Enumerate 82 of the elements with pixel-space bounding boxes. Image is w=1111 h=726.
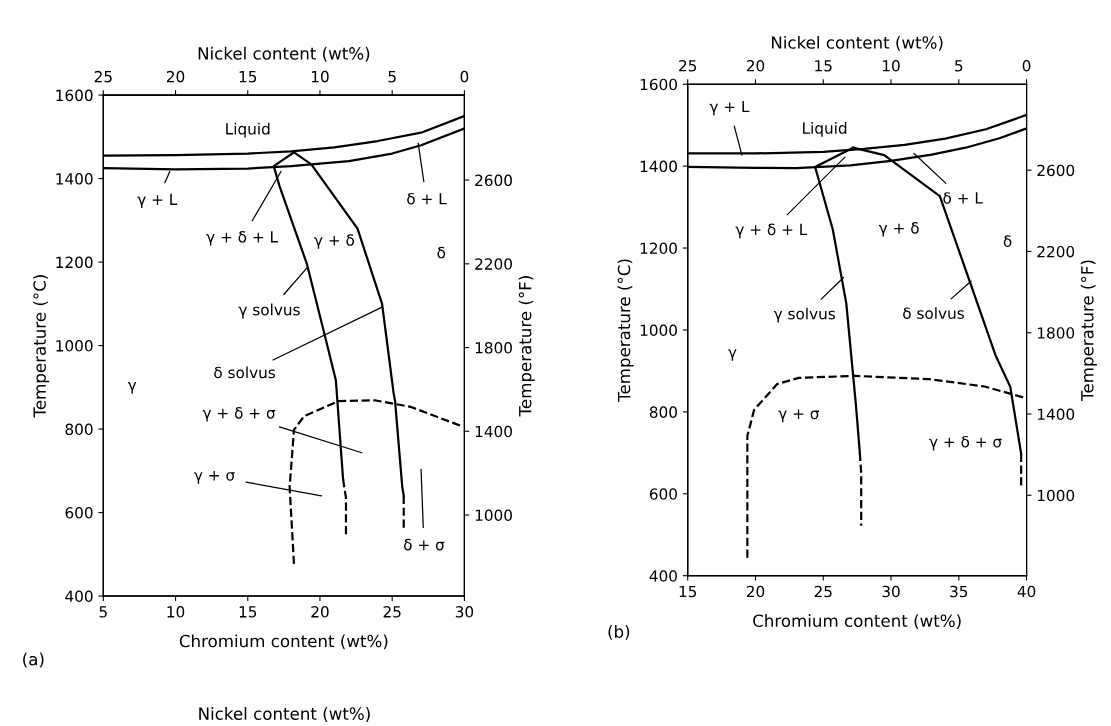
y2-tick-label: 1800: [475, 342, 512, 354]
annotation: γ + L: [137, 193, 178, 209]
y-tick-label: 600: [649, 488, 677, 500]
y2-tick-label: 2600: [475, 174, 512, 187]
annotation: γ + δ + L: [735, 223, 808, 239]
y-axis-title: Temperature (°C): [617, 259, 634, 402]
y-tick-label: 400: [649, 570, 677, 582]
annotation: γ + δ + σ: [929, 435, 1002, 451]
y2-tick-label: 1000: [1037, 489, 1075, 502]
y2-tick-label: 2200: [1037, 245, 1075, 258]
x-tick-label: 15: [239, 606, 257, 618]
x-tick-label: 20: [746, 585, 765, 598]
y-tick-label: 1600: [640, 78, 677, 91]
y-axis-title: Temperature (°C): [33, 275, 50, 418]
x2-tick-label: 0: [1022, 59, 1031, 72]
text: (b): [608, 625, 630, 640]
x-tick-label: 35: [950, 585, 968, 598]
x2-tick-label: 25: [94, 70, 112, 83]
annotation: γ solvus: [773, 307, 836, 323]
annotation: δ solvus: [903, 307, 964, 319]
annotation: Liquid: [226, 122, 270, 138]
x2-axis-title: Nickel content (wt%): [771, 35, 943, 51]
y-tick-label: 1400: [56, 173, 93, 185]
y-tick-label: 1000: [56, 340, 93, 352]
annotation: γ + δ: [878, 222, 919, 237]
x2-axis-title: Nickel content (wt%): [198, 46, 370, 62]
y-tick-label: 400: [65, 590, 93, 603]
x2-tick-label: 20: [166, 70, 185, 83]
annotation: γ + δ + σ: [202, 407, 276, 422]
x2-tick-label: 10: [882, 59, 900, 72]
annotation: γ + σ: [194, 470, 235, 484]
x-tick-label: 30: [455, 606, 474, 618]
x2-tick-label: 25: [679, 59, 697, 72]
annotation: δ: [437, 246, 446, 259]
y2-axis-title: Temperature (°F): [1080, 260, 1097, 401]
y2-tick-label: 2600: [1037, 164, 1075, 177]
text: (a): [23, 652, 44, 668]
x-tick-label: 25: [814, 585, 832, 598]
annotation: γ solvus: [238, 303, 300, 319]
y2-tick-label: 1400: [475, 425, 512, 438]
y-tick-label: 1200: [56, 256, 93, 269]
x-tick-label: 25: [383, 606, 401, 618]
annotation: δ solvus: [214, 366, 276, 379]
annotation: γ: [127, 382, 137, 394]
x2-tick-label: 0: [460, 70, 469, 83]
text: Nickel content (wt%): [199, 707, 370, 722]
x-tick-label: 15: [679, 585, 697, 598]
annotation: δ + σ: [404, 538, 445, 551]
x-tick-label: 5: [99, 606, 107, 618]
annotation: γ + σ: [778, 409, 820, 423]
annotation: γ + δ + L: [206, 231, 278, 246]
x-tick-label: 10: [167, 606, 185, 618]
y2-tick-label: 1000: [475, 509, 512, 522]
annotation: γ + L: [709, 100, 750, 116]
x2-tick-label: 5: [388, 71, 396, 83]
y2-axis-title: Temperature (°F): [518, 276, 535, 417]
annotation: δ + L: [943, 192, 983, 204]
annotation: δ: [1003, 235, 1012, 247]
annotation: Liquid: [803, 122, 847, 137]
y-tick-label: 1000: [640, 324, 677, 336]
x2-tick-label: 15: [239, 71, 257, 83]
x2-tick-label: 15: [815, 60, 832, 72]
y-tick-label: 1200: [640, 242, 677, 255]
y-tick-label: 600: [65, 507, 93, 519]
x-axis-title: Chromium content (wt%): [753, 614, 961, 629]
x-tick-label: 40: [1017, 585, 1036, 598]
y-tick-label: 1400: [640, 160, 677, 173]
x-tick-label: 30: [882, 585, 900, 598]
x2-tick-label: 20: [746, 59, 765, 72]
x2-tick-label: 10: [311, 70, 329, 83]
y-tick-label: 1600: [56, 89, 93, 102]
y-tick-label: 800: [65, 423, 93, 436]
y2-tick-label: 2200: [475, 258, 512, 270]
x-tick-label: 20: [311, 606, 329, 618]
y2-tick-label: 1400: [1037, 408, 1075, 421]
annotation: δ + L: [407, 192, 447, 205]
x2-tick-label: 5: [955, 60, 963, 72]
x-axis-title: Chromium content (wt%): [179, 634, 388, 650]
y2-tick-label: 1800: [1037, 327, 1075, 339]
annotation: γ + δ: [314, 234, 355, 249]
annotation: γ: [728, 349, 737, 361]
y-tick-label: 800: [649, 406, 677, 418]
